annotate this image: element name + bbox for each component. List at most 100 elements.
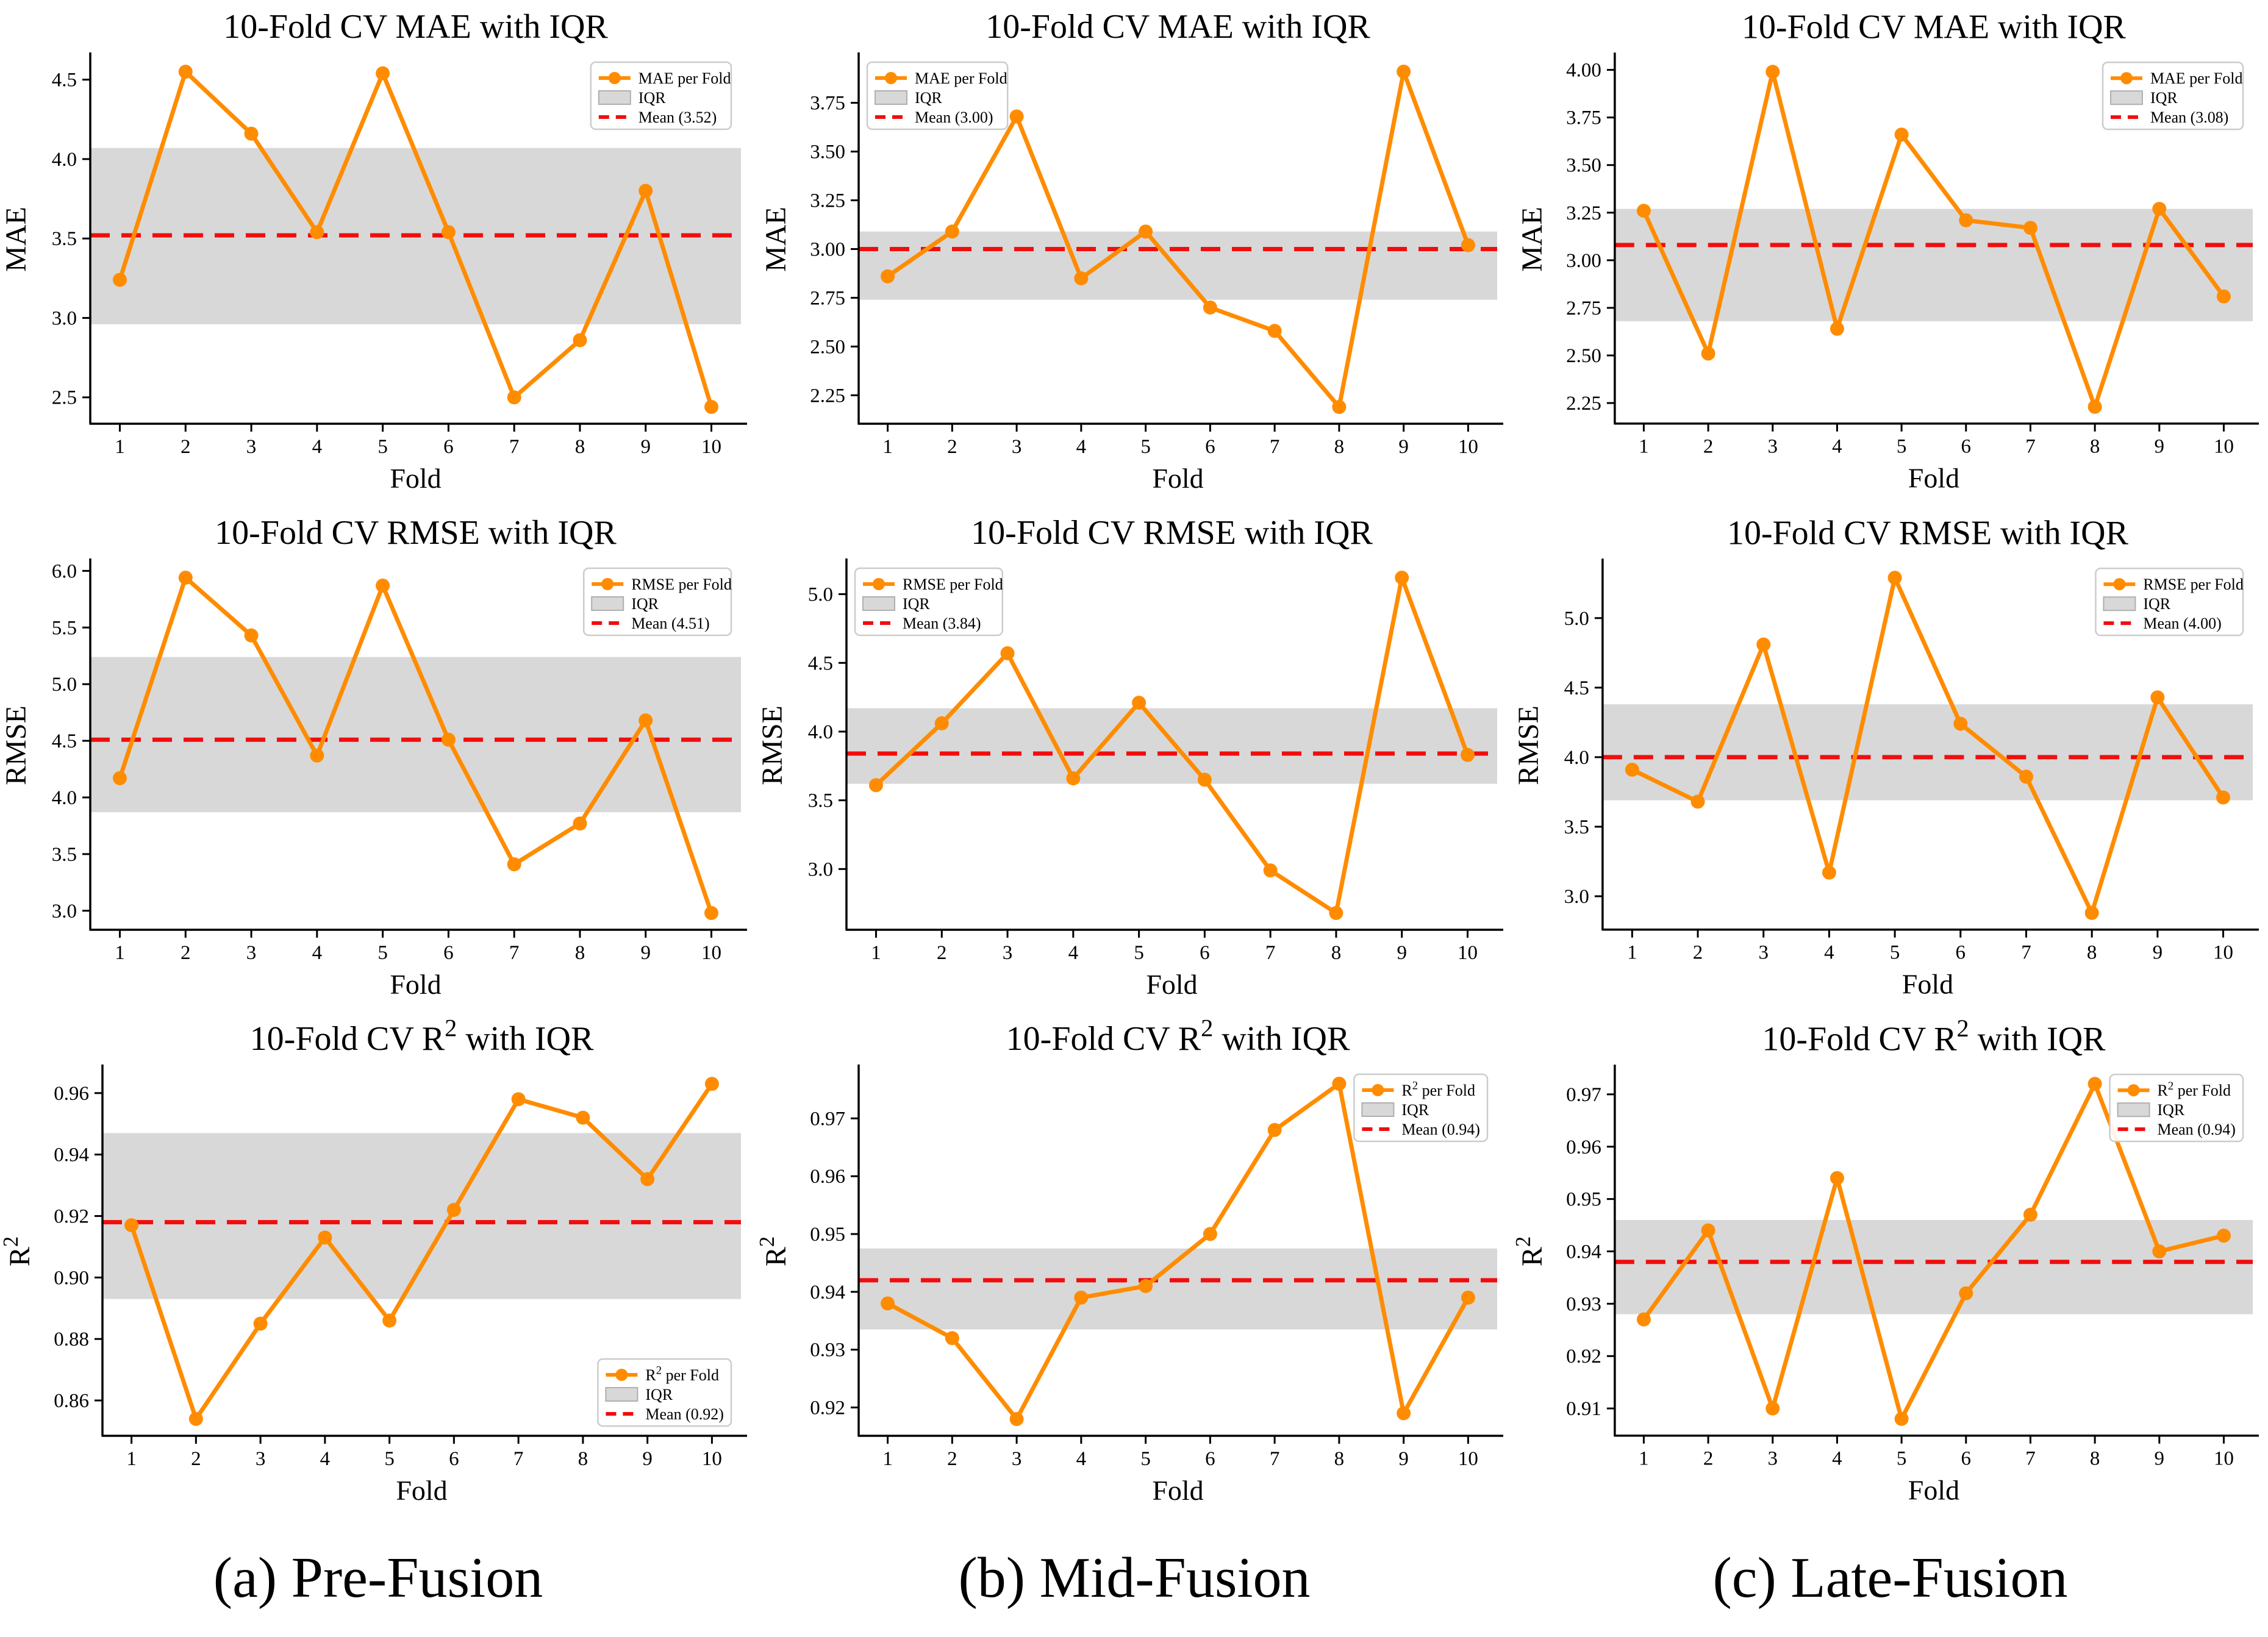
x-tick-label: 2 (1703, 436, 1713, 458)
legend: RMSE per Fold IQR Mean (3.84) (854, 567, 1004, 637)
series-line (874, 576, 1470, 915)
y-tick-label: 0.92 (810, 1397, 845, 1419)
x-axis-label: Fold (390, 969, 441, 1000)
x-axis-label: Fold (1908, 1475, 1959, 1506)
x-tick-label: 5 (384, 1448, 395, 1470)
data-point-fold-5 (1894, 127, 1909, 142)
data-point-fold-6 (1197, 772, 1212, 787)
x-tick-label: 4 (320, 1448, 331, 1470)
x-tick-label: 2 (191, 1448, 201, 1470)
data-point-fold-4 (1830, 321, 1844, 336)
chart-pre-fusion-rmse: 3.0 3.5 4.0 4.5 5.0 5.5 6.0 1 2 3 4 5 6 7 8 9 10 10-Fold … (0, 506, 756, 1012)
y-axis-label: MAE (1516, 207, 1548, 272)
x-tick-label: 1 (882, 1448, 893, 1470)
legend-iqr-swatch (1361, 1102, 1395, 1117)
data-point-fold-6 (1953, 716, 1968, 731)
data-point-fold-9 (639, 713, 653, 728)
y-axis-label: RMSE (1512, 705, 1545, 785)
y-axis-label: R2 (1512, 1236, 1548, 1266)
x-tick-label: 3 (256, 1448, 266, 1470)
y-tick-label: 0.94 (54, 1144, 89, 1166)
x-tick-label: 10 (701, 942, 721, 964)
legend-label: IQR (2150, 89, 2178, 107)
x-tick-label: 10 (2213, 942, 2233, 964)
x-tick-label: 7 (1265, 942, 1276, 964)
x-tick-label: 10 (1458, 436, 1478, 458)
legend-label: MAE per Fold (915, 70, 1007, 87)
chart-canvas-pre-fusion-r2: 0.86 0.88 0.90 0.92 0.94 0.96 1 2 3 4 5 6 7 8 9 10 10-Fo… (0, 1015, 747, 1506)
data-point-fold-1 (113, 771, 127, 785)
chart-mid-fusion-r2: 0.92 0.93 0.94 0.95 0.96 0.97 1 2 3 4 5 6 7 8 9 10 10-Fo… (756, 1012, 1512, 1518)
series-line (1629, 576, 2226, 915)
chart-title: 10-Fold CV MAE with IQR (223, 8, 608, 46)
data-point-fold-4 (1830, 1171, 1844, 1185)
y-tick-label: 0.94 (810, 1282, 845, 1304)
y-tick-label: 3.00 (810, 238, 845, 260)
x-tick-label: 3 (1012, 1448, 1022, 1470)
chart-canvas-late-fusion-mae: 2.25 2.50 2.75 3.00 3.25 3.50 3.75 4.00 1 2 3 4 5 6 7 8… (1516, 8, 2259, 494)
legend-label: Mean (0.92) (645, 1405, 724, 1423)
chart-late-fusion-r2: 0.91 0.92 0.93 0.94 0.95 0.96 0.97 1 2 3 4 5 6 7 8 9 10 1… (1512, 1012, 2268, 1518)
data-point-fold-6 (441, 732, 456, 747)
x-tick-label: 7 (1270, 436, 1280, 458)
data-point-fold-2 (1690, 794, 1705, 809)
data-point-fold-4 (310, 225, 324, 240)
data-point-fold-1 (1625, 762, 1639, 777)
x-tick-label: 9 (2155, 1448, 2164, 1470)
y-tick-label: 2.50 (810, 336, 845, 358)
chart-late-fusion-mae: 2.25 2.50 2.75 3.00 3.25 3.50 3.75 4.00 1 2 3 4 5 6 7 8… (1512, 0, 2268, 506)
x-tick-label: 3 (246, 942, 257, 964)
x-tick-label: 9 (640, 436, 651, 458)
legend: R2 per Fold IQR Mean (0.94) (1353, 1073, 1489, 1143)
iqr-band (1614, 209, 2253, 321)
data-point-fold-1 (1636, 1312, 1651, 1327)
y-tick-label: 5.5 (52, 617, 77, 639)
x-tick-label: 7 (1270, 1448, 1280, 1470)
y-tick-label: 4.0 (52, 787, 77, 809)
data-point-fold-10 (1461, 747, 1475, 762)
data-point-fold-8 (1332, 1077, 1347, 1091)
x-tick-label: 8 (1334, 1448, 1345, 1470)
y-tick-label: 4.5 (1564, 677, 1589, 699)
y-tick-label: 3.0 (52, 307, 77, 329)
legend-label: IQR (639, 89, 666, 107)
chart-mid-fusion-mae: 2.25 2.50 2.75 3.00 3.25 3.50 3.75 1 2 3 4 5 6 7 8 9 10 1… (756, 0, 1512, 506)
data-point-fold-10 (704, 906, 718, 920)
y-tick-label: 5.0 (808, 584, 833, 606)
data-point-fold-7 (2019, 769, 2033, 784)
data-point-fold-4 (318, 1230, 332, 1245)
data-point-fold-9 (640, 1172, 655, 1186)
x-tick-label: 2 (181, 942, 191, 964)
legend: MAE per Fold IQR Mean (3.00) (866, 61, 1009, 130)
x-axis-label: Fold (396, 1475, 447, 1506)
legend: R2 per Fold IQR Mean (0.94) (2109, 1074, 2244, 1143)
x-tick-label: 8 (2090, 436, 2100, 458)
x-tick-label: 9 (1398, 436, 1409, 458)
y-tick-label: 4.00 (1566, 60, 1601, 82)
iqr-band (102, 1133, 741, 1299)
y-tick-label: 3.25 (810, 190, 845, 212)
data-point-fold-7 (1267, 1122, 1282, 1137)
x-tick-label: 3 (1758, 942, 1768, 964)
series-line (118, 576, 714, 915)
chart-canvas-mid-fusion-rmse: 3.0 3.5 4.0 4.5 5.0 1 2 3 4 5 6 7 8 9 10 10-Fold CV RMS… (756, 514, 1503, 1000)
data-point-fold-8 (2087, 399, 2102, 414)
x-tick-label: 8 (1331, 942, 1342, 964)
y-tick-label: 6.0 (52, 560, 77, 582)
data-point-fold-10 (704, 399, 718, 414)
chart-title: 10-Fold CV MAE with IQR (986, 8, 1370, 46)
y-tick-label: 0.92 (1566, 1346, 1601, 1368)
x-tick-label: 6 (443, 942, 454, 964)
data-point-fold-1 (869, 778, 883, 793)
y-tick-label: 3.0 (808, 858, 833, 880)
y-tick-label: 2.5 (52, 387, 77, 409)
x-tick-label: 5 (1890, 942, 1900, 964)
legend-label: RMSE per Fold (2143, 576, 2244, 593)
y-tick-label: 0.93 (1566, 1293, 1601, 1315)
data-point-fold-1 (124, 1218, 139, 1233)
x-tick-label: 9 (640, 942, 651, 964)
data-point-fold-10 (2216, 289, 2231, 304)
legend-label: RMSE per Fold (631, 576, 732, 593)
x-tick-label: 7 (513, 1448, 524, 1470)
data-point-fold-2 (945, 224, 959, 239)
